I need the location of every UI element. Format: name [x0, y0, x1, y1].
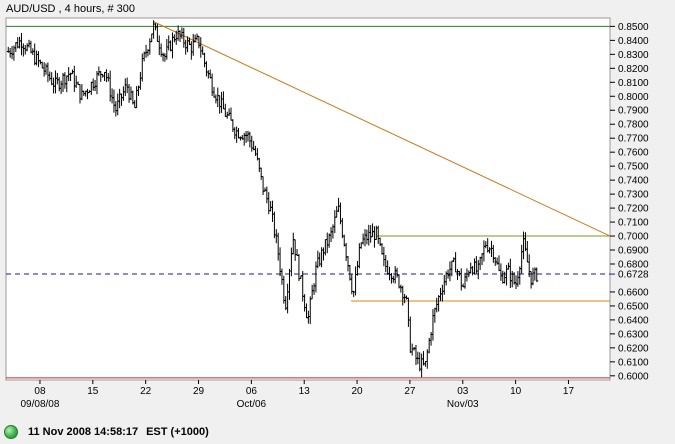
trendline	[153, 21, 611, 237]
y-tick-label-6: 0.7900	[618, 106, 649, 117]
x-tick-label-5: 13	[299, 386, 311, 397]
x-tick-label-9: 10	[510, 386, 522, 397]
price-chart: AUD/USD , 4 hours, # 300 0.8500 0.8400 0.8…	[5, 3, 649, 410]
y-tick-label-12: 0.7300	[618, 190, 649, 201]
x-tick-label-7: 27	[404, 386, 416, 397]
y-tick-label-4: 0.8100	[618, 78, 649, 89]
y-tick-label-7: 0.7800	[618, 120, 649, 131]
y-tick-label-14: 0.7100	[618, 218, 649, 229]
x-date-label-0: 09/08/08	[21, 399, 60, 410]
y-tick-label-0: 0.8500	[618, 22, 649, 33]
x-tick-label-0: 08	[34, 386, 46, 397]
y-tick-label-15: 0.7000	[618, 232, 649, 243]
x-tick-label-4: 06	[246, 386, 258, 397]
x-tick-label-2: 22	[140, 386, 152, 397]
current-price-label: 0.6728	[618, 270, 649, 281]
x-tick-label-3: 29	[193, 386, 205, 397]
y-tick-label-8: 0.7700	[618, 134, 649, 145]
y-tick-label-21: 0.6300	[618, 329, 649, 340]
y-tick-label-17: 0.6800	[618, 259, 649, 270]
x-date-label-4: Oct/06	[237, 399, 267, 410]
x-tick-label-1: 15	[87, 386, 99, 397]
y-tick-label-22: 0.6200	[618, 343, 649, 354]
x-date-label-8: Nov/03	[447, 399, 479, 410]
status-timestamp: 11 Nov 2008 14:58:17	[28, 426, 139, 438]
y-tick-label-20: 0.6400	[618, 315, 649, 326]
x-tick-label-10: 17	[563, 386, 575, 397]
status-bar: 11 Nov 2008 14:58:17 EST (+1000)	[0, 420, 675, 444]
y-tick-label-3: 0.8200	[618, 64, 649, 75]
y-tick-label-18: 0.6600	[618, 287, 649, 298]
y-tick-label-10: 0.7500	[618, 162, 649, 173]
y-tick-label-13: 0.7200	[618, 204, 649, 215]
y-tick-label-5: 0.8000	[618, 92, 649, 103]
x-tick-label-6: 20	[352, 386, 364, 397]
status-timezone: EST (+1000)	[146, 426, 209, 438]
chart-title: AUD/USD , 4 hours, # 300	[6, 3, 135, 15]
connection-status-icon	[4, 425, 18, 439]
y-tick-label-24: 0.6000	[618, 371, 649, 382]
ohlc-bar-280	[535, 267, 539, 283]
y-tick-label-9: 0.7600	[618, 148, 649, 159]
y-tick-label-11: 0.7400	[618, 176, 649, 187]
y-tick-label-2: 0.8300	[618, 50, 649, 61]
y-tick-label-23: 0.6100	[618, 357, 649, 368]
y-tick-label-1: 0.8400	[618, 36, 649, 47]
y-tick-label-19: 0.6500	[618, 301, 649, 312]
y-tick-label-16: 0.6900	[618, 246, 649, 257]
x-tick-label-8: 03	[457, 386, 469, 397]
